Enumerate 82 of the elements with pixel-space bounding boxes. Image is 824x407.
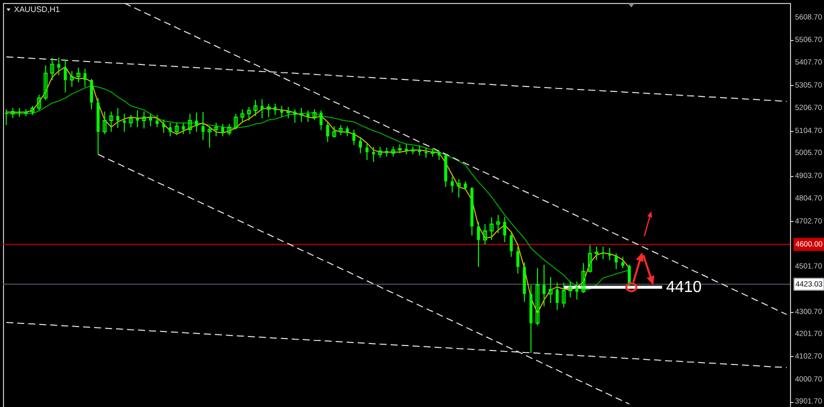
candlestick: [398, 144, 402, 154]
candlestick: [50, 57, 54, 81]
candlestick: [562, 282, 566, 308]
candlestick: [372, 146, 376, 162]
candlestick: [548, 276, 553, 304]
candlestick: [332, 126, 336, 138]
candlestick: [274, 103, 277, 116]
candlestick: [246, 106, 251, 122]
candlestick: [149, 113, 152, 127]
candlestick: [312, 108, 317, 120]
candlestick: [30, 105, 35, 116]
candlestick: [358, 136, 362, 154]
candlestick: [496, 214, 500, 234]
candlestick: [76, 67, 80, 83]
candlestick: [438, 150, 441, 160]
candlestick: [464, 180, 467, 191]
candlestick: [483, 224, 488, 245]
candlestick: [18, 107, 21, 118]
candlestick: [536, 268, 540, 326]
candlestick: [102, 111, 107, 135]
candlestick: [156, 114, 159, 128]
candlestick: [352, 129, 356, 146]
candlestick: [234, 113, 238, 130]
candlestick: [253, 100, 258, 117]
candlestick: [116, 107, 120, 128]
candlestick: [293, 108, 296, 124]
candlestick: [503, 216, 506, 243]
candlestick: [194, 112, 198, 132]
candlestick: [142, 111, 146, 129]
candlestick: [581, 262, 586, 294]
candlestick: [346, 126, 349, 137]
candlestick: [44, 64, 48, 101]
candlestick: [70, 70, 74, 88]
candlestick: [64, 59, 67, 93]
candlestick: [122, 113, 126, 132]
candlestick: [10, 107, 15, 119]
candlestick: [188, 113, 192, 135]
candlestick: [594, 246, 599, 261]
candlestick: [456, 178, 461, 198]
candlestick: [37, 94, 42, 111]
chart-title: XAUUSD,H1: [14, 5, 60, 14]
candlestick: [542, 264, 546, 307]
candlestick: [510, 232, 513, 258]
candlestick: [202, 111, 205, 140]
candlestick: [588, 244, 592, 274]
candlestick: [240, 108, 244, 124]
candlestick: [365, 142, 368, 160]
candlestick: [83, 68, 86, 88]
annotation: 4410: [666, 279, 702, 296]
candlestick: [516, 246, 520, 274]
candlestick: [338, 124, 343, 136]
candlestick: [326, 121, 330, 142]
candlestick: [404, 144, 408, 155]
candlestick: [614, 252, 618, 270]
candlestick: [476, 221, 480, 268]
candlestick: [109, 111, 114, 132]
candlestick: [221, 123, 224, 137]
candlestick: [227, 123, 232, 136]
candlestick: [174, 122, 179, 136]
candlestick: [208, 126, 212, 148]
candlestick: [450, 176, 454, 194]
candlestick: [556, 282, 559, 310]
candlestick: [621, 256, 624, 269]
candlestick: [90, 78, 94, 110]
candlestick: [299, 107, 304, 122]
candlestick: [286, 106, 290, 119]
candlestick: [628, 264, 631, 288]
line-series: [6, 66, 630, 314]
candlestick: [162, 118, 166, 134]
candlestick: [260, 98, 264, 119]
candlestick: [391, 146, 396, 158]
candlestick: [128, 114, 133, 128]
candlestick: [4, 108, 8, 126]
candlestick: [182, 122, 185, 135]
candlestick: [568, 281, 572, 298]
candlestick: [266, 103, 271, 118]
candlestick: [490, 216, 494, 240]
candlestick: [168, 122, 172, 137]
candlestick: [378, 146, 382, 158]
candlestick: [575, 281, 578, 300]
candlestick: [214, 122, 218, 137]
candlestick: [320, 110, 323, 131]
